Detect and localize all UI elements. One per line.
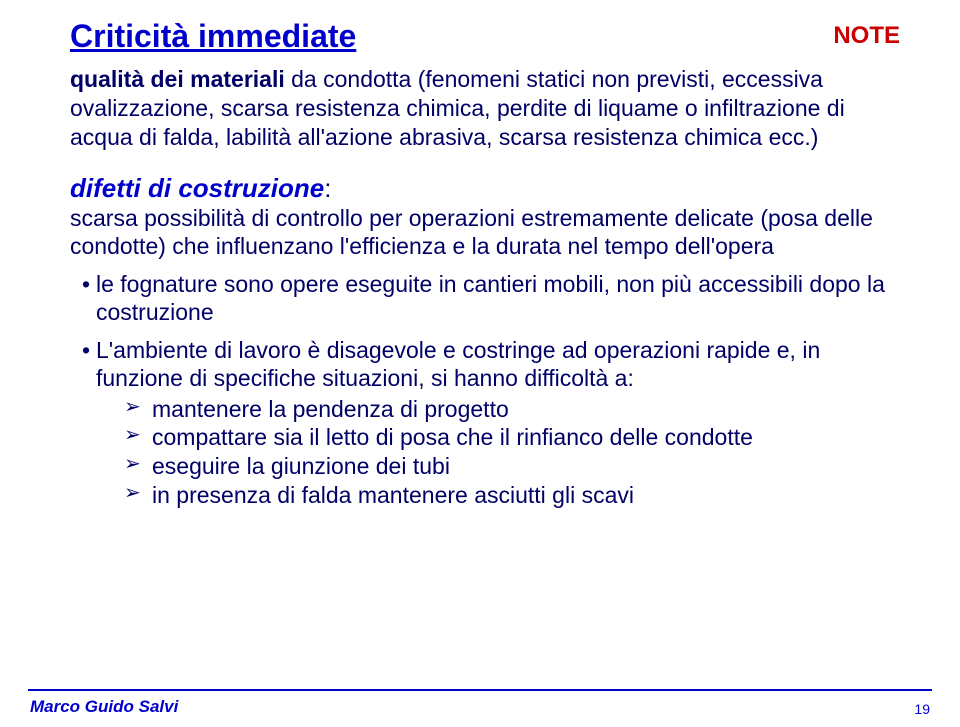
slide-title: Criticità immediate xyxy=(70,18,356,55)
footer-page-number: 19 xyxy=(914,701,930,717)
bullet-item: L'ambiente di lavoro è disagevole e cost… xyxy=(82,336,910,509)
subheading-colon: : xyxy=(324,173,331,203)
sub-bullet-list: mantenere la pendenza di progetto compat… xyxy=(96,395,910,510)
bullet-item: le fognature sono opere eseguite in cant… xyxy=(82,270,910,326)
intro-paragraph: qualità dei materiali da condotta (fenom… xyxy=(70,65,910,151)
sub-bullet-item: compattare sia il letto di posa che il r… xyxy=(96,423,910,452)
bullet-text: L'ambiente di lavoro è disagevole e cost… xyxy=(96,337,820,391)
footer-divider xyxy=(28,689,932,691)
footer-author: Marco Guido Salvi xyxy=(30,697,178,717)
subheading: difetti di costruzione xyxy=(70,173,324,203)
sub-bullet-item: in presenza di falda mantenere asciutti … xyxy=(96,481,910,510)
subheading-row: difetti di costruzione: xyxy=(40,173,920,204)
bullet-list: le fognature sono opere eseguite in cant… xyxy=(82,270,910,509)
sub-bullet-item: mantenere la pendenza di progetto xyxy=(96,395,910,424)
intro-lead: qualità dei materiali xyxy=(70,66,291,92)
sub-description: scarsa possibilità di controllo per oper… xyxy=(70,204,910,260)
note-label: NOTE xyxy=(833,22,900,50)
sub-bullet-item: eseguire la giunzione dei tubi xyxy=(96,452,910,481)
